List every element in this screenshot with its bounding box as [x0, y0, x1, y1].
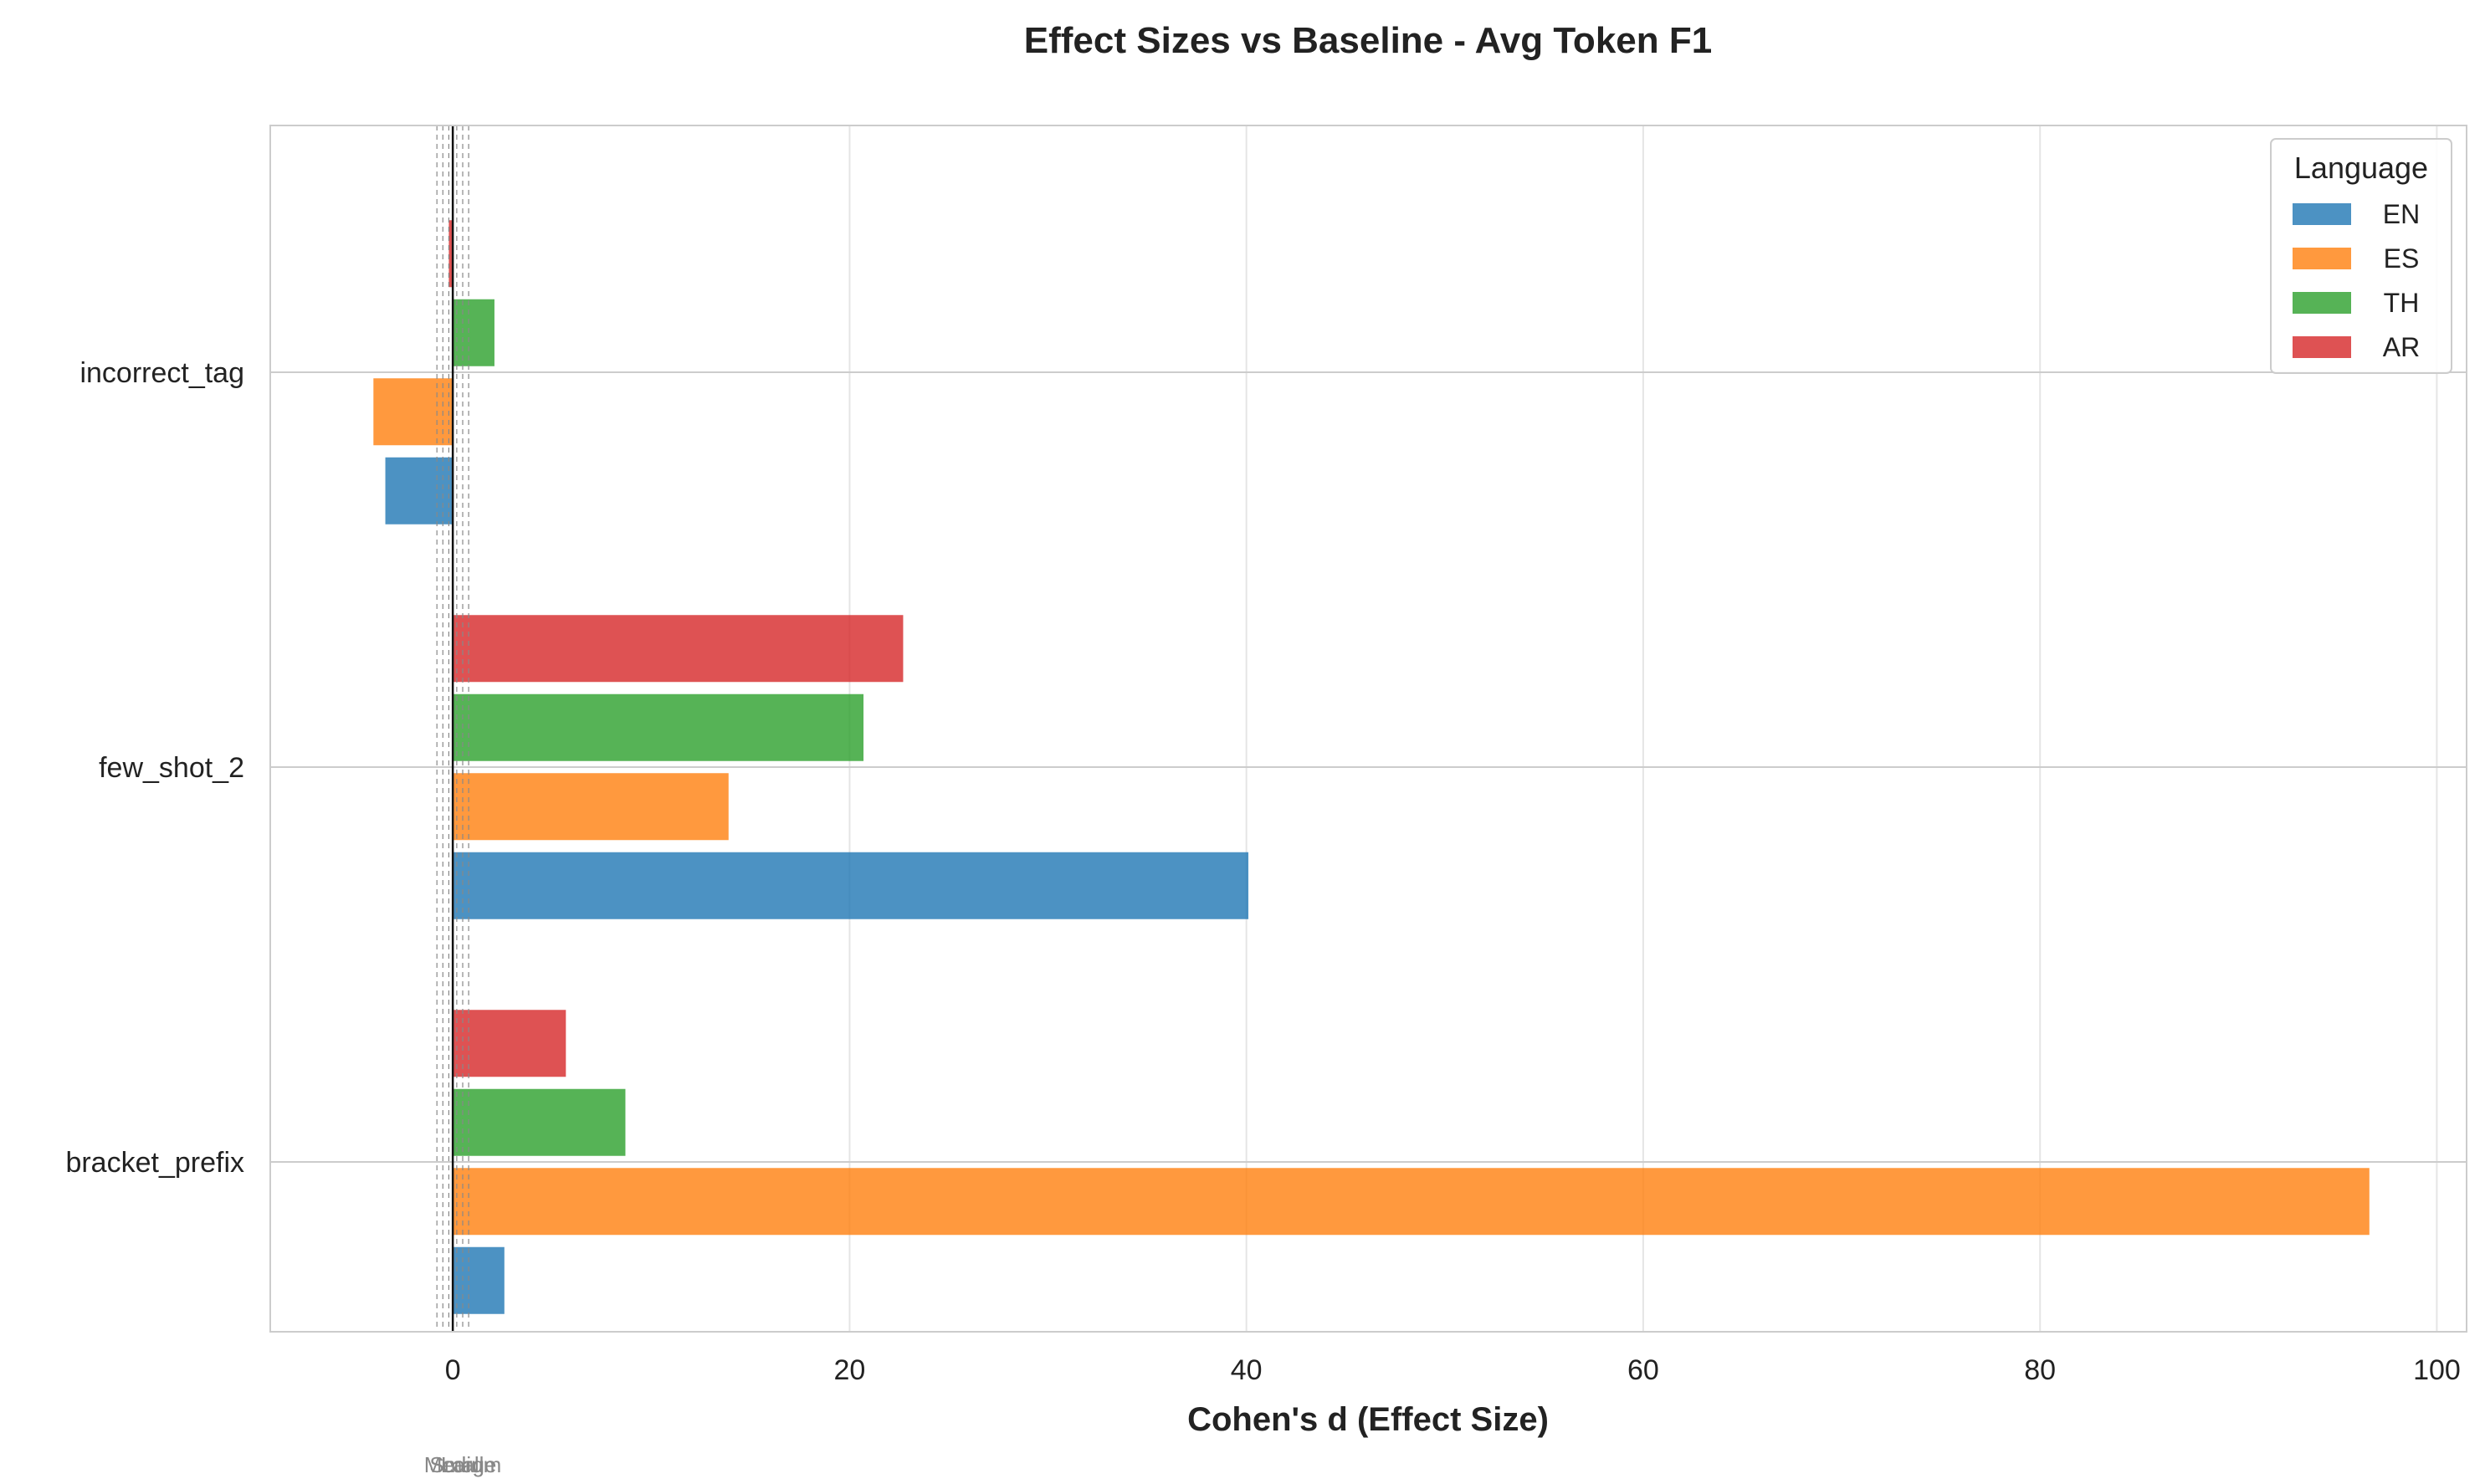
legend-label-en: EN — [2383, 199, 2420, 229]
legend-swatch-ar — [2293, 336, 2351, 358]
bar-en-bracket-prefix — [453, 1246, 505, 1314]
y-tick-label: incorrect_tag — [79, 357, 244, 389]
chart-title: Effect Sizes vs Baseline - Avg Token F1 — [1024, 20, 1712, 61]
reference-label-large: Large — [441, 1452, 497, 1477]
y-tick-labels: bracket_prefix few_shot_2 incorrect_tag — [65, 357, 244, 1179]
bar-ar-incorrect-tag — [448, 220, 453, 288]
x-tick-label: 60 — [1627, 1354, 1659, 1386]
bar-ar-few-shot-2 — [453, 615, 904, 683]
y-tick-label: few_shot_2 — [99, 752, 244, 784]
bars — [373, 220, 2370, 1314]
legend-label-es: ES — [2384, 243, 2420, 274]
x-tick-label: 100 — [2413, 1354, 2461, 1386]
x-tick-label: 20 — [833, 1354, 865, 1386]
x-tick-label: 0 — [445, 1354, 461, 1386]
bar-ar-bracket-prefix — [453, 1010, 566, 1077]
reference-lines — [436, 125, 469, 1332]
reference-label-medium: Medium — [424, 1452, 501, 1477]
legend-label-ar: AR — [2383, 332, 2420, 362]
legend: Language EN ES TH AR — [2270, 138, 2452, 374]
bar-th-incorrect-tag — [453, 299, 494, 366]
bar-en-incorrect-tag — [385, 457, 453, 525]
bar-en-few-shot-2 — [453, 852, 1249, 919]
bar-th-bracket-prefix — [453, 1088, 626, 1156]
bar-es-incorrect-tag — [373, 378, 453, 446]
x-tick-label: 80 — [2024, 1354, 2056, 1386]
legend-swatch-es — [2293, 248, 2351, 269]
legend-label-th: TH — [2384, 288, 2420, 318]
legend-swatch-en — [2293, 203, 2351, 225]
x-tick-label: 40 — [1231, 1354, 1263, 1386]
legend-box — [2270, 138, 2452, 374]
reference-label-small: Small — [429, 1452, 484, 1477]
legend-swatch-th — [2293, 292, 2351, 314]
bar-es-few-shot-2 — [453, 773, 729, 841]
y-tick-label: bracket_prefix — [65, 1147, 244, 1179]
bar-es-bracket-prefix — [453, 1168, 2370, 1236]
bar-th-few-shot-2 — [453, 693, 864, 761]
plot-frame — [269, 125, 2467, 1333]
legend-title: Language — [2294, 151, 2428, 185]
x-axis-label: Cohen's d (Effect Size) — [1187, 1401, 1549, 1438]
x-tick-labels: 0 20 40 60 80 100 — [445, 1354, 2461, 1386]
